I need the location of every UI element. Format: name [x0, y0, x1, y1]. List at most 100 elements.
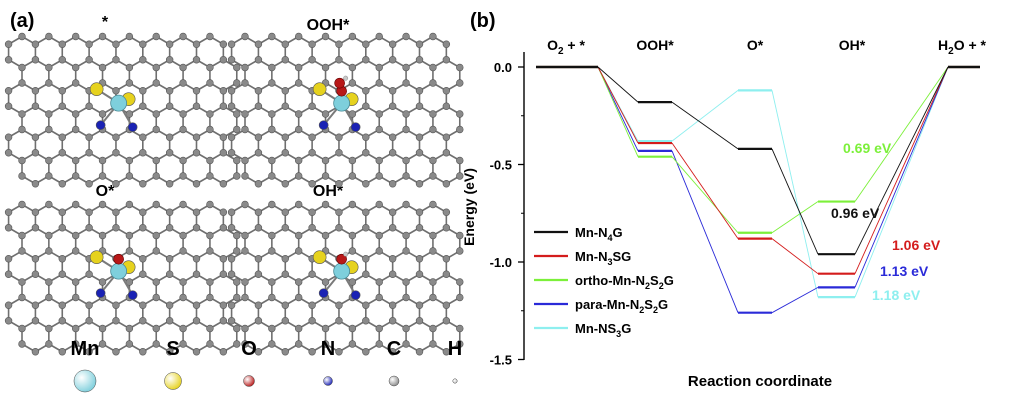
carbon-atom	[45, 200, 53, 209]
carbon-atom	[152, 247, 160, 255]
carbon-atom	[192, 224, 201, 232]
carbon-atom	[294, 125, 303, 134]
carbon-atom	[85, 301, 93, 309]
carbon-atom	[152, 110, 160, 118]
carbon-atom	[71, 156, 80, 165]
carbon-atom	[125, 172, 134, 180]
carbon-atom	[179, 32, 187, 41]
carbon-atom	[456, 79, 464, 87]
carbon-atom	[45, 340, 53, 348]
carbon-atom	[45, 156, 53, 165]
carbon-atom	[254, 56, 263, 64]
carbon-atom	[281, 149, 289, 157]
carbon-atom	[362, 180, 370, 188]
carbon-atom	[268, 32, 276, 41]
y-axis-label: Energy (eV)	[461, 168, 477, 246]
carbon-atom	[125, 200, 134, 209]
carbon-atom	[179, 172, 187, 180]
carbon-atom	[233, 125, 241, 134]
carbon-atom	[192, 208, 201, 216]
energy-connector	[854, 66, 949, 298]
carbon-atom	[254, 270, 263, 278]
carbon-atom	[241, 63, 249, 72]
sulfur-atom	[89, 250, 104, 264]
carbon-atom	[442, 102, 451, 110]
carbon-atom	[58, 208, 66, 216]
carbon-atom	[241, 156, 249, 165]
carbon-atom	[348, 63, 357, 72]
carbon-atom	[308, 208, 316, 216]
carbon-atom	[31, 317, 40, 325]
carbon-atom	[45, 32, 53, 41]
carbon-atom	[281, 180, 289, 188]
carbon-atom	[294, 278, 303, 286]
carbon-atom	[456, 172, 464, 180]
carbon-atom	[402, 293, 410, 302]
series-Mn-N4G	[536, 65, 980, 256]
carbon-atom	[268, 278, 276, 286]
carbon-atom	[442, 87, 451, 95]
carbon-atom	[98, 324, 107, 333]
carbon-atom	[362, 40, 370, 48]
carbon-atom	[125, 79, 134, 87]
carbon-atom	[429, 293, 437, 302]
carbon-atom	[321, 340, 330, 348]
carbon-atom	[192, 348, 201, 356]
carbon-atom	[192, 87, 201, 95]
carbon-atom	[206, 278, 214, 286]
carbon-atom	[58, 180, 66, 188]
energy-annotation: 0.69 eV	[843, 140, 892, 156]
carbon-atom	[139, 133, 147, 141]
atom-legend-sphere-h	[452, 378, 458, 384]
carbon-atom	[4, 255, 13, 263]
carbon-atom	[165, 208, 174, 216]
step-label-h2o: H2O + *	[938, 37, 987, 57]
nitrogen-atom	[350, 290, 361, 300]
carbon-atom	[125, 247, 134, 255]
carbon-atom	[308, 133, 316, 141]
carbon-atom	[375, 125, 383, 134]
carbon-atom	[402, 63, 410, 72]
carbon-atom	[227, 102, 236, 110]
carbon-atom	[321, 156, 330, 165]
energy-connector	[671, 150, 739, 313]
carbon-atom	[71, 63, 80, 72]
carbon-atom	[415, 317, 424, 325]
carbon-atom	[192, 317, 201, 325]
carbon-atom	[206, 340, 214, 348]
carbon-atom	[281, 348, 289, 356]
carbon-atom	[219, 208, 228, 216]
carbon-atom	[139, 317, 147, 325]
carbon-atom	[85, 40, 93, 48]
carbon-atom	[139, 56, 147, 64]
plot-series	[536, 65, 980, 314]
carbon-atom	[125, 324, 134, 333]
carbon-atom	[281, 102, 289, 110]
carbon-atom	[58, 133, 66, 141]
carbon-atom	[402, 79, 410, 87]
carbon-atom	[31, 40, 40, 48]
carbon-atom	[241, 278, 249, 286]
manganese-atom	[333, 262, 351, 280]
carbon-atom	[456, 110, 464, 118]
atom-legend-sphere-mn	[73, 369, 97, 393]
carbon-atom	[268, 125, 276, 134]
carbon-atom	[112, 348, 120, 356]
carbon-atom	[281, 317, 289, 325]
carbon-atom	[18, 340, 26, 348]
carbon-atom	[206, 79, 214, 87]
carbon-atom	[45, 278, 53, 286]
carbon-atom	[4, 270, 13, 278]
carbon-atom	[254, 180, 263, 188]
carbon-atom	[362, 149, 370, 157]
carbon-atom	[233, 63, 241, 72]
energy-annotations: 0.69 eV 0.96 eV 1.06 eV 1.13 eV 1.18 eV	[831, 140, 941, 303]
carbon-atom	[18, 32, 26, 41]
carbon-atom	[402, 32, 410, 41]
carbon-atom	[348, 172, 357, 180]
carbon-atom	[388, 180, 397, 188]
carbon-atom	[71, 247, 80, 255]
carbon-atom	[165, 102, 174, 110]
carbon-atom	[429, 79, 437, 87]
nitrogen-atom	[318, 120, 329, 130]
